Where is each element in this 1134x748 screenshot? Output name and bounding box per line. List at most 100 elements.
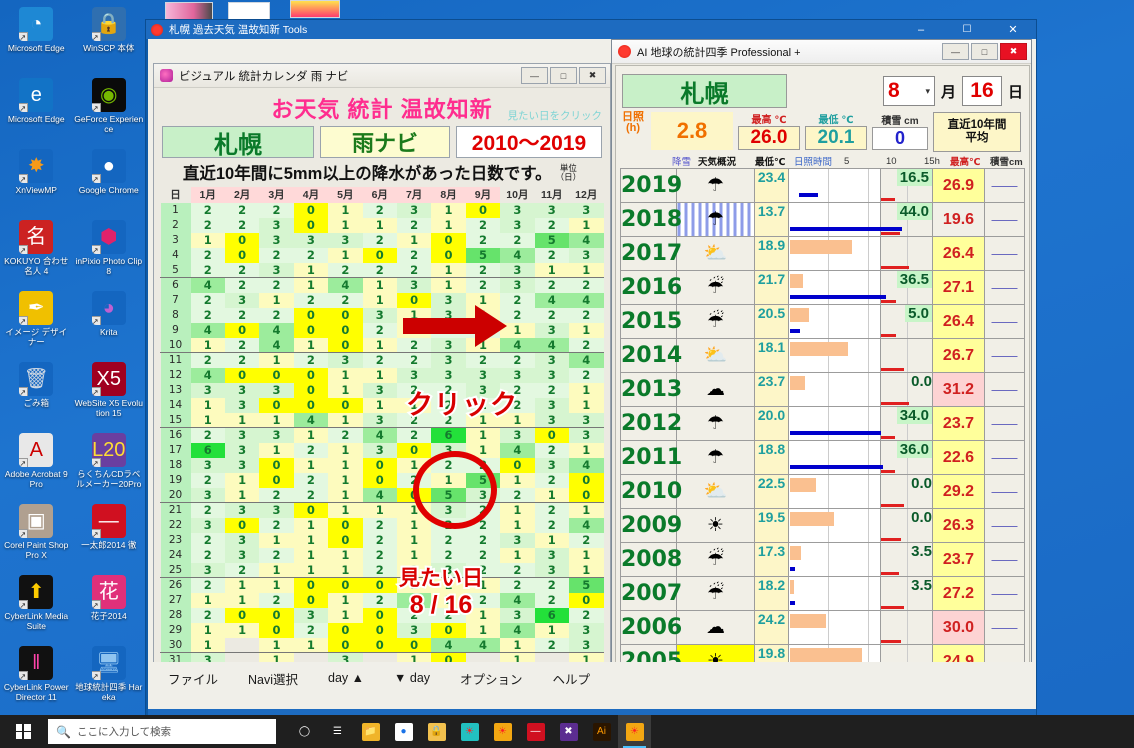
calendar-cell-4-20[interactable]: 2 xyxy=(293,487,329,503)
calendar-cell-3-11[interactable]: 1 xyxy=(259,352,294,368)
calendar-cell-2-14[interactable]: 3 xyxy=(224,397,260,413)
menu-item-1[interactable]: Navi選択 xyxy=(248,672,299,687)
calendar-cell-3-2[interactable]: 3 xyxy=(259,217,294,233)
calendar-cell-3-19[interactable]: 0 xyxy=(259,472,294,488)
calendar-minimize-button[interactable]: — xyxy=(521,67,548,84)
calendar-cell-12-29[interactable]: 3 xyxy=(568,622,604,638)
calendar-cell-11-5[interactable]: 1 xyxy=(534,262,569,278)
calendar-cell-12-23[interactable]: 2 xyxy=(568,532,604,548)
calendar-cell-7-14[interactable]: 1 xyxy=(396,397,432,413)
stats-row-2018[interactable]: 2018 ☂ 13.7 44.0 19.6 —— xyxy=(620,202,1025,237)
calendar-cell-11-17[interactable]: 2 xyxy=(534,442,569,458)
stats-titlebar[interactable]: AI 地球の統計四季 Professional + — □ ✖ xyxy=(612,40,1031,64)
calendar-cell-11-26[interactable]: 2 xyxy=(534,577,569,593)
calendar-cell-3-24[interactable]: 2 xyxy=(259,547,294,563)
calendar-cell-12-6[interactable]: 2 xyxy=(568,277,604,293)
calendar-cell-9-27[interactable]: 2 xyxy=(465,592,501,608)
calendar-row-day-30[interactable]: 30 1 1 1 0 0 0 4 4 1 2 3 xyxy=(160,637,604,653)
calendar-cell-7-7[interactable]: 0 xyxy=(396,292,432,308)
desktop-icon-15[interactable]: — ↗ 一太郎2014 徹 xyxy=(73,501,146,572)
calendar-cell-11-12[interactable]: 3 xyxy=(534,367,569,383)
stats-row-2008[interactable]: 2008 ☔ 17.3 3.5 23.7 —— xyxy=(620,542,1025,577)
parent-window[interactable]: 札幌 過去天気 温故知新 Tools – ☐ ✕ ビジュアル 統計カレンダ 雨 … xyxy=(145,19,1037,716)
calendar-row-day-27[interactable]: 27 1 1 2 0 1 2 4 1 2 4 2 0 xyxy=(160,592,604,608)
calendar-cell-10-12[interactable]: 3 xyxy=(500,367,535,383)
calendar-cell-9-30[interactable]: 4 xyxy=(465,637,501,653)
calendar-cell-7-4[interactable]: 2 xyxy=(396,247,432,263)
parent-close-button[interactable]: ✕ xyxy=(1008,24,1018,36)
calendar-cell-11-16[interactable]: 0 xyxy=(534,427,569,443)
calendar-cell-11-2[interactable]: 2 xyxy=(534,217,569,233)
stats-maximize-button[interactable]: □ xyxy=(971,43,998,60)
calendar-cell-5-10[interactable]: 0 xyxy=(328,337,363,353)
calendar-cell-5-28[interactable]: 1 xyxy=(328,607,363,623)
calendar-cell-5-19[interactable]: 1 xyxy=(328,472,363,488)
calendar-row-day-10[interactable]: 10 1 2 4 1 0 1 2 3 1 4 4 2 xyxy=(160,337,604,353)
calendar-cell-11-13[interactable]: 2 xyxy=(534,382,569,398)
calendar-cell-8-3[interactable]: 0 xyxy=(431,232,466,248)
calendar-cell-2-6[interactable]: 2 xyxy=(224,277,260,293)
calendar-cell-1-26[interactable]: 2 xyxy=(190,577,225,593)
calendar-cell-5-8[interactable]: 0 xyxy=(328,307,363,323)
calendar-cell-6-7[interactable]: 1 xyxy=(362,292,397,308)
calendar-cell-4-4[interactable]: 2 xyxy=(293,247,329,263)
desktop-icon-16[interactable]: ⬆ ↗ CyberLink Media Suite xyxy=(0,572,73,643)
calendar-cell-10-22[interactable]: 1 xyxy=(500,517,535,533)
calendar-cell-5-21[interactable]: 1 xyxy=(328,502,363,518)
calendar-cell-2-8[interactable]: 2 xyxy=(224,307,260,323)
calendar-cell-3-10[interactable]: 4 xyxy=(259,337,294,353)
calendar-cell-5-12[interactable]: 1 xyxy=(328,367,363,383)
calendar-cell-9-17[interactable]: 1 xyxy=(465,442,501,458)
calendar-cell-7-3[interactable]: 1 xyxy=(396,232,432,248)
stats-city-box[interactable]: 札幌 xyxy=(622,74,787,108)
calendar-cell-6-11[interactable]: 2 xyxy=(362,352,397,368)
calendar-cell-6-30[interactable]: 0 xyxy=(362,637,397,653)
calendar-cell-2-20[interactable]: 1 xyxy=(224,487,260,503)
calendar-cell-11-9[interactable]: 3 xyxy=(534,322,569,338)
calendar-cell-3-15[interactable]: 1 xyxy=(259,412,294,428)
calendar-cell-2-26[interactable]: 1 xyxy=(224,577,260,593)
calendar-cell-5-29[interactable]: 0 xyxy=(328,622,363,638)
calendar-cell-6-18[interactable]: 0 xyxy=(362,457,397,473)
menu-item-0[interactable]: ファイル xyxy=(168,672,219,687)
calendar-cell-7-1[interactable]: 3 xyxy=(396,202,432,218)
calendar-cell-2-7[interactable]: 3 xyxy=(224,292,260,308)
calendar-cell-2-18[interactable]: 3 xyxy=(224,457,260,473)
calendar-cell-12-25[interactable]: 1 xyxy=(568,562,604,578)
calendar-cell-12-13[interactable]: 1 xyxy=(568,382,604,398)
calendar-cell-9-5[interactable]: 2 xyxy=(465,262,501,278)
calendar-cell-12-26[interactable]: 5 xyxy=(568,577,604,593)
calendar-cell-9-14[interactable]: 2 xyxy=(465,397,501,413)
calendar-cell-12-18[interactable]: 4 xyxy=(568,457,604,473)
calendar-cell-12-16[interactable]: 3 xyxy=(568,427,604,443)
desktop-icon-0[interactable]: ◔ ↗ Microsoft Edge xyxy=(0,4,73,75)
calendar-cell-11-20[interactable]: 1 xyxy=(534,487,569,503)
calendar-cell-4-3[interactable]: 3 xyxy=(293,232,329,248)
parent-maximize-button[interactable]: ☐ xyxy=(962,24,972,35)
calendar-cell-4-14[interactable]: 0 xyxy=(293,397,329,413)
calendar-cell-4-17[interactable]: 2 xyxy=(293,442,329,458)
calendar-cell-7-27[interactable]: 4 xyxy=(396,592,432,608)
calendar-cell-8-25[interactable]: 3 xyxy=(431,562,466,578)
calendar-cell-3-1[interactable]: 2 xyxy=(259,202,294,218)
calendar-cell-8-27[interactable]: 1 xyxy=(431,592,466,608)
calendar-cell-5-30[interactable]: 0 xyxy=(328,637,363,653)
calendar-cell-6-20[interactable]: 4 xyxy=(362,487,397,503)
calendar-cell-12-30[interactable]: 3 xyxy=(568,637,604,653)
calendar-cell-4-29[interactable]: 2 xyxy=(293,622,329,638)
calendar-cell-3-18[interactable]: 0 xyxy=(259,457,294,473)
calendar-cell-11-4[interactable]: 2 xyxy=(534,247,569,263)
desktop-icon-13[interactable]: L20 ↗ らくちんCDラベルメーカー20Pro xyxy=(73,430,146,501)
calendar-cell-5-25[interactable]: 1 xyxy=(328,562,363,578)
calendar-cell-9-3[interactable]: 2 xyxy=(465,232,501,248)
calendar-cell-5-5[interactable]: 2 xyxy=(328,262,363,278)
calendar-row-day-12[interactable]: 12 4 0 0 0 1 1 3 3 3 3 3 2 xyxy=(160,367,604,383)
calendar-cell-5-27[interactable]: 1 xyxy=(328,592,363,608)
calendar-cell-9-24[interactable]: 2 xyxy=(465,547,501,563)
calendar-cell-4-22[interactable]: 1 xyxy=(293,517,329,533)
calendar-cell-10-27[interactable]: 4 xyxy=(500,592,535,608)
calendar-cell-9-1[interactable]: 0 xyxy=(465,202,501,218)
